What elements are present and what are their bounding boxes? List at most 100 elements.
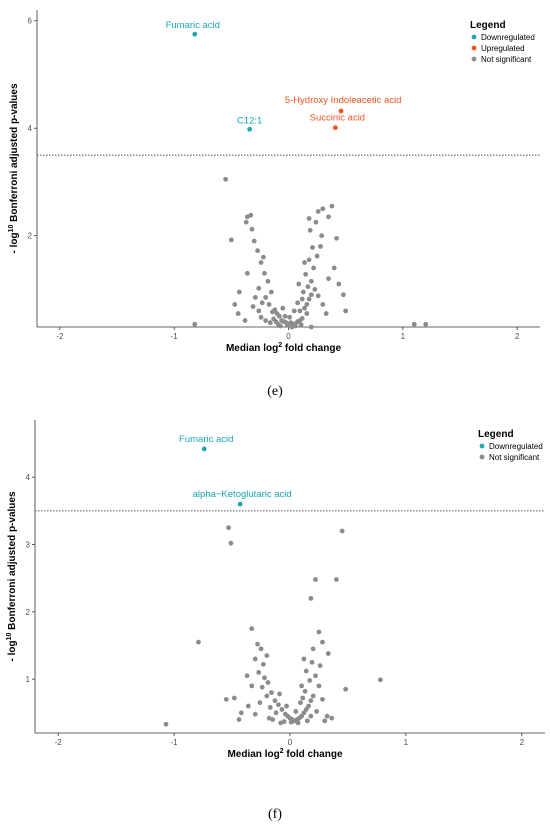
data-point-not-significant [251, 238, 257, 244]
y-tick-label: 4 [28, 124, 33, 133]
data-point-not-significant [260, 661, 266, 667]
point-label: 5-Hydroxy Indoleacetic acid [285, 95, 402, 106]
legend-entry-label: Not significant [489, 453, 540, 462]
data-point-not-significant [266, 715, 272, 721]
data-point-not-significant [288, 719, 294, 725]
data-point-down [201, 446, 207, 452]
legend-marker-down [479, 443, 485, 449]
legend-marker-ns [479, 454, 485, 460]
data-point-not-significant [238, 710, 244, 716]
x-tick-label: -2 [56, 332, 64, 341]
data-point-not-significant [309, 659, 315, 665]
data-point-not-significant [269, 690, 274, 696]
data-point-not-significant [313, 577, 318, 582]
data-point-not-significant [323, 311, 329, 316]
data-point-not-significant [245, 703, 251, 709]
data-point-not-significant [318, 244, 323, 249]
data-point-not-significant [268, 289, 274, 295]
data-point-not-significant [297, 308, 303, 314]
data-point-not-significant [334, 235, 339, 241]
legend: Legend Downregulated Upregulated Not signif… [470, 20, 535, 64]
data-point-not-significant [258, 646, 264, 652]
data-point-not-significant [266, 302, 272, 307]
x-axis-title: Median log2 fold change [227, 748, 342, 760]
data-point-not-significant [316, 683, 322, 689]
panel-label: (f) [268, 807, 282, 822]
data-point-not-significant [235, 311, 241, 316]
data-point-not-significant [228, 540, 234, 546]
data-point-not-significant [314, 253, 320, 259]
data-point-not-significant [304, 311, 310, 316]
data-point-not-significant [308, 278, 314, 284]
x-tick-label: 2 [520, 738, 525, 747]
data-point-not-significant [304, 718, 310, 724]
data-point-not-significant [302, 260, 307, 265]
y-axis-title: - log10 Bonferroni adjusted p-values [6, 491, 18, 661]
data-point-not-significant [310, 646, 316, 652]
data-point-not-significant [192, 321, 198, 327]
data-point-up [332, 125, 338, 131]
data-point-not-significant [326, 276, 331, 282]
data-point-not-significant [326, 214, 331, 220]
data-point-not-significant [312, 286, 318, 292]
y-tick-label: 3 [26, 541, 31, 550]
data-point-not-significant [236, 717, 242, 722]
data-point-not-significant [265, 278, 271, 284]
legend-title: Legend [470, 20, 506, 31]
data-point-not-significant [299, 296, 305, 302]
data-point-not-significant [264, 653, 270, 658]
data-point-not-significant [300, 695, 306, 701]
data-point-not-significant [281, 719, 287, 724]
legend-marker-up [471, 45, 477, 51]
data-point-not-significant [244, 270, 250, 276]
x-axis-title: Median log2 fold change [226, 342, 341, 354]
data-point-not-significant [308, 324, 314, 330]
data-point-not-significant [296, 281, 302, 287]
data-point-not-significant [291, 308, 297, 314]
data-point-not-significant [313, 673, 318, 679]
data-point-not-significant [301, 710, 307, 716]
data-point-not-significant [249, 226, 255, 232]
x-tick-label: 1 [404, 738, 409, 747]
data-point-down [247, 126, 253, 132]
data-point-not-significant [248, 212, 254, 218]
y-tick-label: 1 [26, 675, 31, 684]
data-point-not-significant [262, 270, 267, 276]
data-point-not-significant [310, 245, 315, 250]
y-tick-label: 2 [28, 232, 33, 241]
data-point-not-significant [308, 698, 314, 704]
data-point-not-significant [307, 678, 313, 683]
data-point-not-significant [343, 308, 349, 314]
data-point-not-significant [277, 691, 282, 697]
data-point-not-significant [423, 321, 429, 327]
data-point-not-significant [250, 304, 256, 309]
data-point-not-significant [315, 209, 321, 214]
data-point-not-significant [308, 292, 314, 298]
chart-panel-f: -2 -1 0 1 2 1 2 3 4 Fumaric acid alpha−Ketoglutari… [6, 420, 545, 822]
data-point-not-significant [267, 705, 273, 710]
data-point-not-significant [272, 698, 278, 704]
data-point-not-significant [252, 711, 258, 717]
data-point-not-significant [264, 693, 270, 699]
data-point-not-significant [316, 629, 322, 635]
x-tick-label: 2 [515, 332, 520, 341]
data-point-not-significant [303, 668, 309, 674]
panel-label: (e) [267, 384, 283, 399]
data-point-not-significant [263, 295, 269, 300]
data-point-not-significant [278, 323, 283, 329]
point-label: C12:1 [237, 115, 262, 126]
y-axis-title: - log10 Bonferroni adjusted p-values [8, 83, 20, 253]
data-point-not-significant [236, 289, 242, 295]
data-point-not-significant [295, 720, 301, 726]
x-tick-label: -2 [55, 738, 63, 747]
data-point-not-significant [276, 313, 282, 319]
data-point-not-significant [226, 525, 231, 531]
data-point-not-significant [243, 219, 249, 225]
legend-entry-label: Downregulated [481, 33, 535, 42]
data-point-not-significant [284, 703, 289, 709]
x-tick-label: -1 [171, 738, 179, 747]
data-point-not-significant [310, 693, 316, 699]
legend-marker-down [471, 34, 477, 40]
data-point-not-significant [331, 265, 337, 271]
data-point-not-significant [303, 271, 309, 277]
